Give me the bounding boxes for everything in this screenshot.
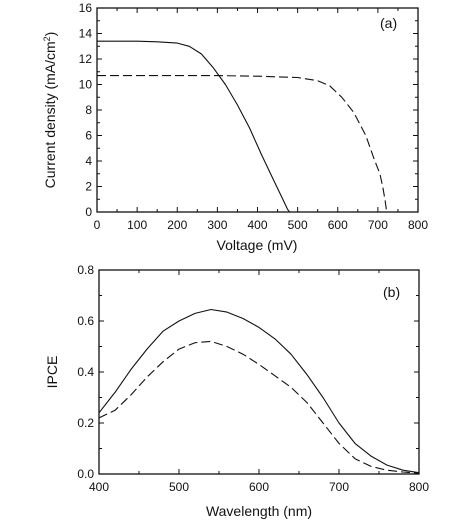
x-tick-label: 800 (409, 480, 429, 494)
x-tick-label: 200 (167, 218, 187, 232)
x-tick-label: 600 (249, 480, 269, 494)
panel-a-series (97, 40, 388, 213)
x-tick-label: 500 (288, 218, 308, 232)
solid-series-line (97, 40, 291, 213)
x-tick-label: 700 (368, 218, 388, 232)
y-tick-label: 0 (85, 205, 92, 219)
panel-b-ticks (98, 269, 420, 475)
panel-b-y-tick-labels: 0.0 0.2 0.4 0.6 0.8 (77, 263, 94, 481)
panel-a-y-axis-title-main: Current density (mA/cm (42, 41, 58, 188)
y-tick-label: 14 (79, 27, 93, 41)
x-tick-label: 600 (328, 218, 348, 232)
panel-b-frame (98, 269, 420, 475)
panel-a-iv-curves: 0 100 200 300 400 500 600 700 800 0246810121416 … (42, 1, 428, 253)
dashed-series-line (97, 75, 388, 213)
y-tick-label: 8 (85, 103, 92, 117)
y-tick-label: 16 (79, 1, 93, 15)
x-tick-label: 400 (89, 480, 109, 494)
panel-b-y-axis-title: IPCE (44, 356, 60, 389)
solid-series-line (98, 308, 420, 474)
panel-a-label: (a) (380, 15, 397, 31)
y-tick-label: 0.8 (77, 263, 94, 277)
y-tick-label: 6 (85, 129, 92, 143)
y-tick-label: 10 (79, 78, 93, 92)
y-tick-label: 0.4 (77, 365, 94, 379)
y-tick-label: 0.0 (77, 467, 94, 481)
y-tick-label: 0.2 (77, 416, 94, 430)
x-tick-label: 700 (329, 480, 349, 494)
dashed-series-line (98, 340, 420, 474)
y-tick-label: 2 (85, 180, 92, 194)
x-tick-label: 500 (169, 480, 189, 494)
panel-a-frame (96, 7, 419, 213)
panel-b-series (98, 308, 420, 474)
panel-b-ipce-curves: 400 500 600 700 800 0.0 0.2 0.4 0.6 0.8 (b) Wave… (44, 263, 429, 519)
panel-a-x-tick-labels: 0 100 200 300 400 500 600 700 800 (94, 218, 429, 232)
panel-b-label: (b) (383, 284, 400, 300)
panel-a-y-tick-labels: 0 2 4 6 8 10 12 14 16 (79, 1, 93, 219)
panel-a-y-axis-title-sup: 2 (42, 36, 52, 41)
x-tick-label: 800 (408, 218, 428, 232)
panel-a-ticks (96, 7, 419, 213)
x-tick-label: 300 (207, 218, 227, 232)
x-tick-label: 0 (94, 218, 101, 232)
x-tick-label: 100 (127, 218, 147, 232)
panel-a-y-axis-title: Current density (mA/cm2) (42, 32, 58, 189)
panel-a-x-axis-title: Voltage (mV) (217, 237, 298, 253)
y-tick-label: 12 (79, 52, 93, 66)
y-tick-label: 4 (85, 154, 92, 168)
panel-b-x-axis-title: Wavelength (nm) (206, 503, 312, 519)
x-tick-label: 400 (247, 218, 267, 232)
panel-a-y-axis-title-end: ) (42, 32, 58, 37)
panel-b-x-tick-labels: 400 500 600 700 800 (89, 480, 429, 494)
y-tick-label: 0.6 (77, 314, 94, 328)
